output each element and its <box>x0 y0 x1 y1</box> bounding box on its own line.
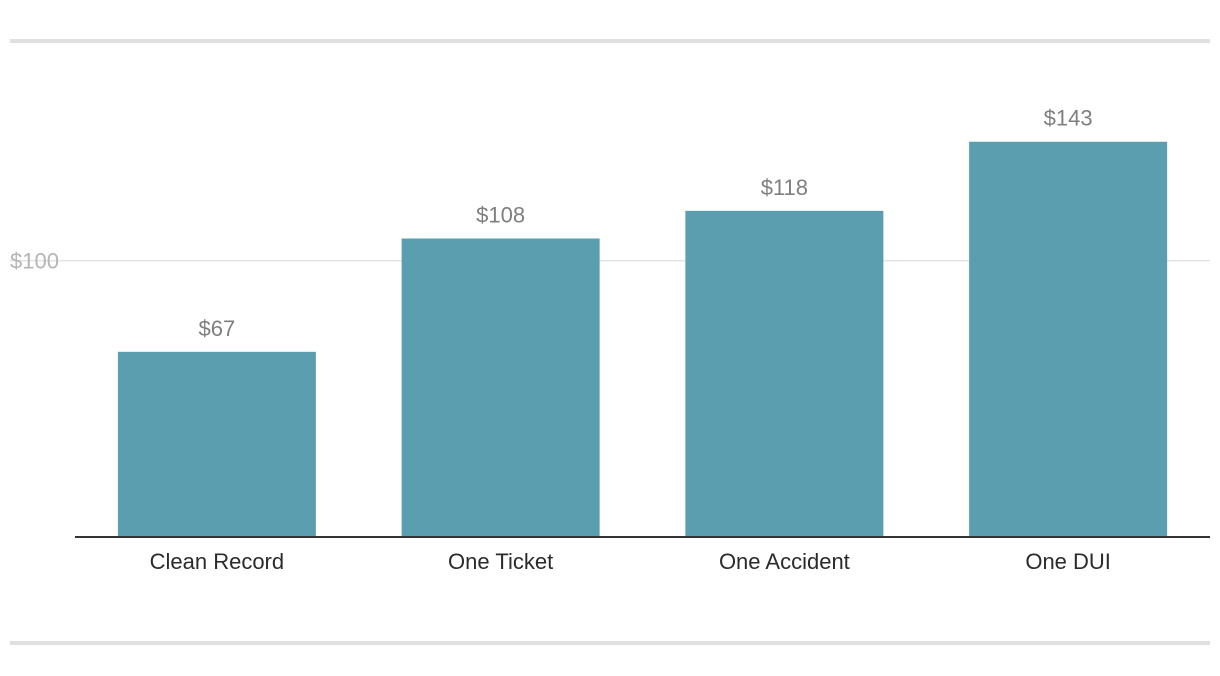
bar-value-label: $108 <box>476 202 525 227</box>
x-category-label: One DUI <box>1025 549 1111 574</box>
top-divider <box>10 39 1210 43</box>
x-category-label: One Accident <box>719 549 850 574</box>
bar <box>401 238 600 537</box>
y-tick-label: $100 <box>10 249 59 274</box>
x-category-label: One Ticket <box>448 549 553 574</box>
bar <box>117 351 316 537</box>
bottom-divider <box>10 641 1210 645</box>
bar-value-label: $143 <box>1044 106 1093 131</box>
bar-value-label: $118 <box>761 175 808 200</box>
bar <box>969 141 1168 538</box>
x-category-label: Clean Record <box>150 549 285 574</box>
bar-value-label: $67 <box>199 316 236 341</box>
bar <box>685 210 884 537</box>
